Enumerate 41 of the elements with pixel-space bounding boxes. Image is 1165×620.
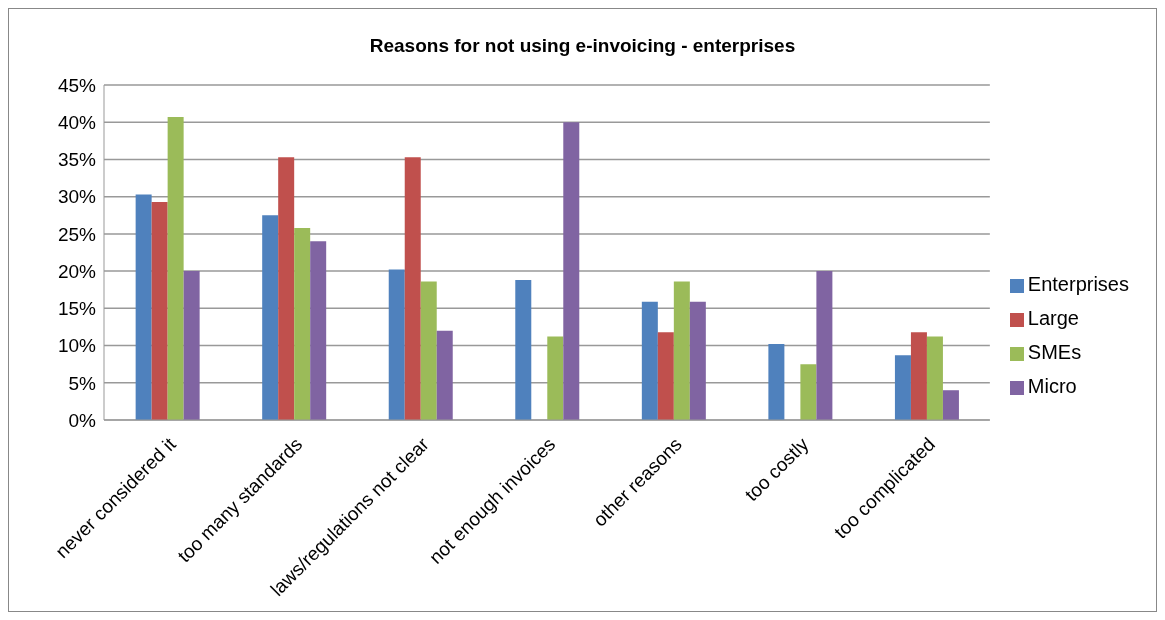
- bar: [151, 201, 168, 420]
- bar: [816, 271, 833, 420]
- y-tick-label: 10%: [57, 335, 97, 357]
- bar: [563, 122, 580, 420]
- bar: [673, 281, 690, 420]
- bar: [926, 336, 943, 420]
- y-tick-label: 25%: [57, 223, 97, 245]
- bar: [768, 344, 785, 420]
- bar: [436, 330, 453, 420]
- bar: [294, 227, 311, 420]
- y-tick-label: 35%: [57, 149, 97, 171]
- bar: [420, 281, 437, 420]
- bar: [183, 271, 200, 420]
- legend-label: Enterprises: [1027, 273, 1129, 295]
- legend-label: Micro: [1027, 375, 1077, 397]
- bar: [388, 269, 405, 420]
- y-tick-label: 0%: [68, 409, 97, 431]
- bar: [278, 157, 295, 420]
- bar: [657, 332, 674, 420]
- bar: [942, 390, 959, 420]
- y-tick-label: 40%: [57, 111, 97, 133]
- chart-title: Reasons for not using e-invoicing - enterprises: [368, 35, 797, 58]
- y-tick-label: 15%: [57, 298, 97, 320]
- legend-label: Large: [1027, 307, 1079, 329]
- bar: [515, 280, 532, 420]
- y-tick-label: 20%: [57, 260, 97, 282]
- bar: [404, 157, 421, 420]
- bar: [262, 215, 279, 420]
- y-tick-label: 30%: [57, 186, 97, 208]
- bar: [910, 332, 927, 420]
- bar: [800, 364, 817, 420]
- bar: [547, 336, 564, 420]
- y-tick-label: 5%: [68, 372, 97, 394]
- bar: [135, 194, 152, 420]
- bar: [310, 241, 327, 420]
- legend-label: SMEs: [1027, 341, 1082, 363]
- y-tick-label: 45%: [57, 74, 97, 96]
- bar: [167, 117, 184, 420]
- bar: [689, 301, 706, 420]
- bar: [894, 355, 911, 420]
- bar: [641, 301, 658, 420]
